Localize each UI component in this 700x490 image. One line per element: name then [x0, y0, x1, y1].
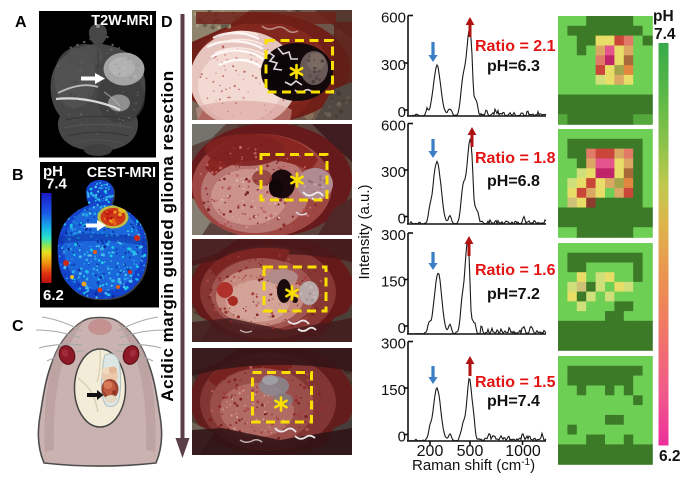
svg-text:A: A [15, 14, 27, 31]
svg-text:C: C [12, 318, 24, 335]
svg-text:150: 150 [381, 274, 406, 291]
svg-text:D: D [161, 14, 173, 31]
svg-text:0: 0 [398, 320, 406, 337]
svg-text:pH=7.4: pH=7.4 [487, 393, 540, 410]
svg-text:300: 300 [381, 336, 406, 353]
svg-text:300: 300 [381, 57, 406, 74]
svg-text:Intensity (a.u.): Intensity (a.u.) [356, 184, 373, 279]
svg-text:0: 0 [398, 211, 406, 228]
svg-text:0: 0 [398, 429, 406, 446]
svg-text:Ratio = 1.6: Ratio = 1.6 [475, 262, 556, 279]
svg-text:200: 200 [417, 443, 444, 460]
svg-text:600: 600 [381, 118, 406, 135]
svg-text:6.2: 6.2 [43, 287, 64, 304]
svg-text:300: 300 [381, 164, 406, 181]
svg-text:300: 300 [381, 227, 406, 244]
svg-text:500: 500 [457, 443, 484, 460]
svg-text:7.4: 7.4 [46, 176, 68, 193]
svg-text:pH=6.3: pH=6.3 [487, 58, 540, 75]
svg-text:CEST-MRI: CEST-MRI [87, 165, 156, 181]
svg-text:pH=7.2: pH=7.2 [487, 286, 540, 303]
svg-text:Ratio = 2.1: Ratio = 2.1 [475, 38, 556, 55]
svg-text:B: B [12, 167, 24, 184]
svg-text:0: 0 [398, 104, 406, 121]
svg-text:7.4: 7.4 [654, 26, 676, 43]
svg-text:pH=6.8: pH=6.8 [487, 173, 540, 190]
svg-text:pH: pH [43, 163, 63, 180]
svg-text:150: 150 [381, 382, 406, 399]
svg-text:Raman shift (cm-1): Raman shift (cm-1) [412, 457, 535, 474]
svg-text:600: 600 [381, 10, 406, 27]
svg-text:Ratio = 1.5: Ratio = 1.5 [475, 374, 556, 391]
svg-text:1000: 1000 [505, 443, 541, 460]
svg-text:pH: pH [653, 8, 674, 25]
svg-text:Ratio = 1.8: Ratio = 1.8 [475, 150, 556, 167]
svg-text:T2W-MRI: T2W-MRI [91, 13, 153, 29]
svg-text:6.2: 6.2 [659, 448, 681, 465]
svg-text:Acidic margin guided glioma re: Acidic margin guided glioma resection [158, 70, 177, 401]
